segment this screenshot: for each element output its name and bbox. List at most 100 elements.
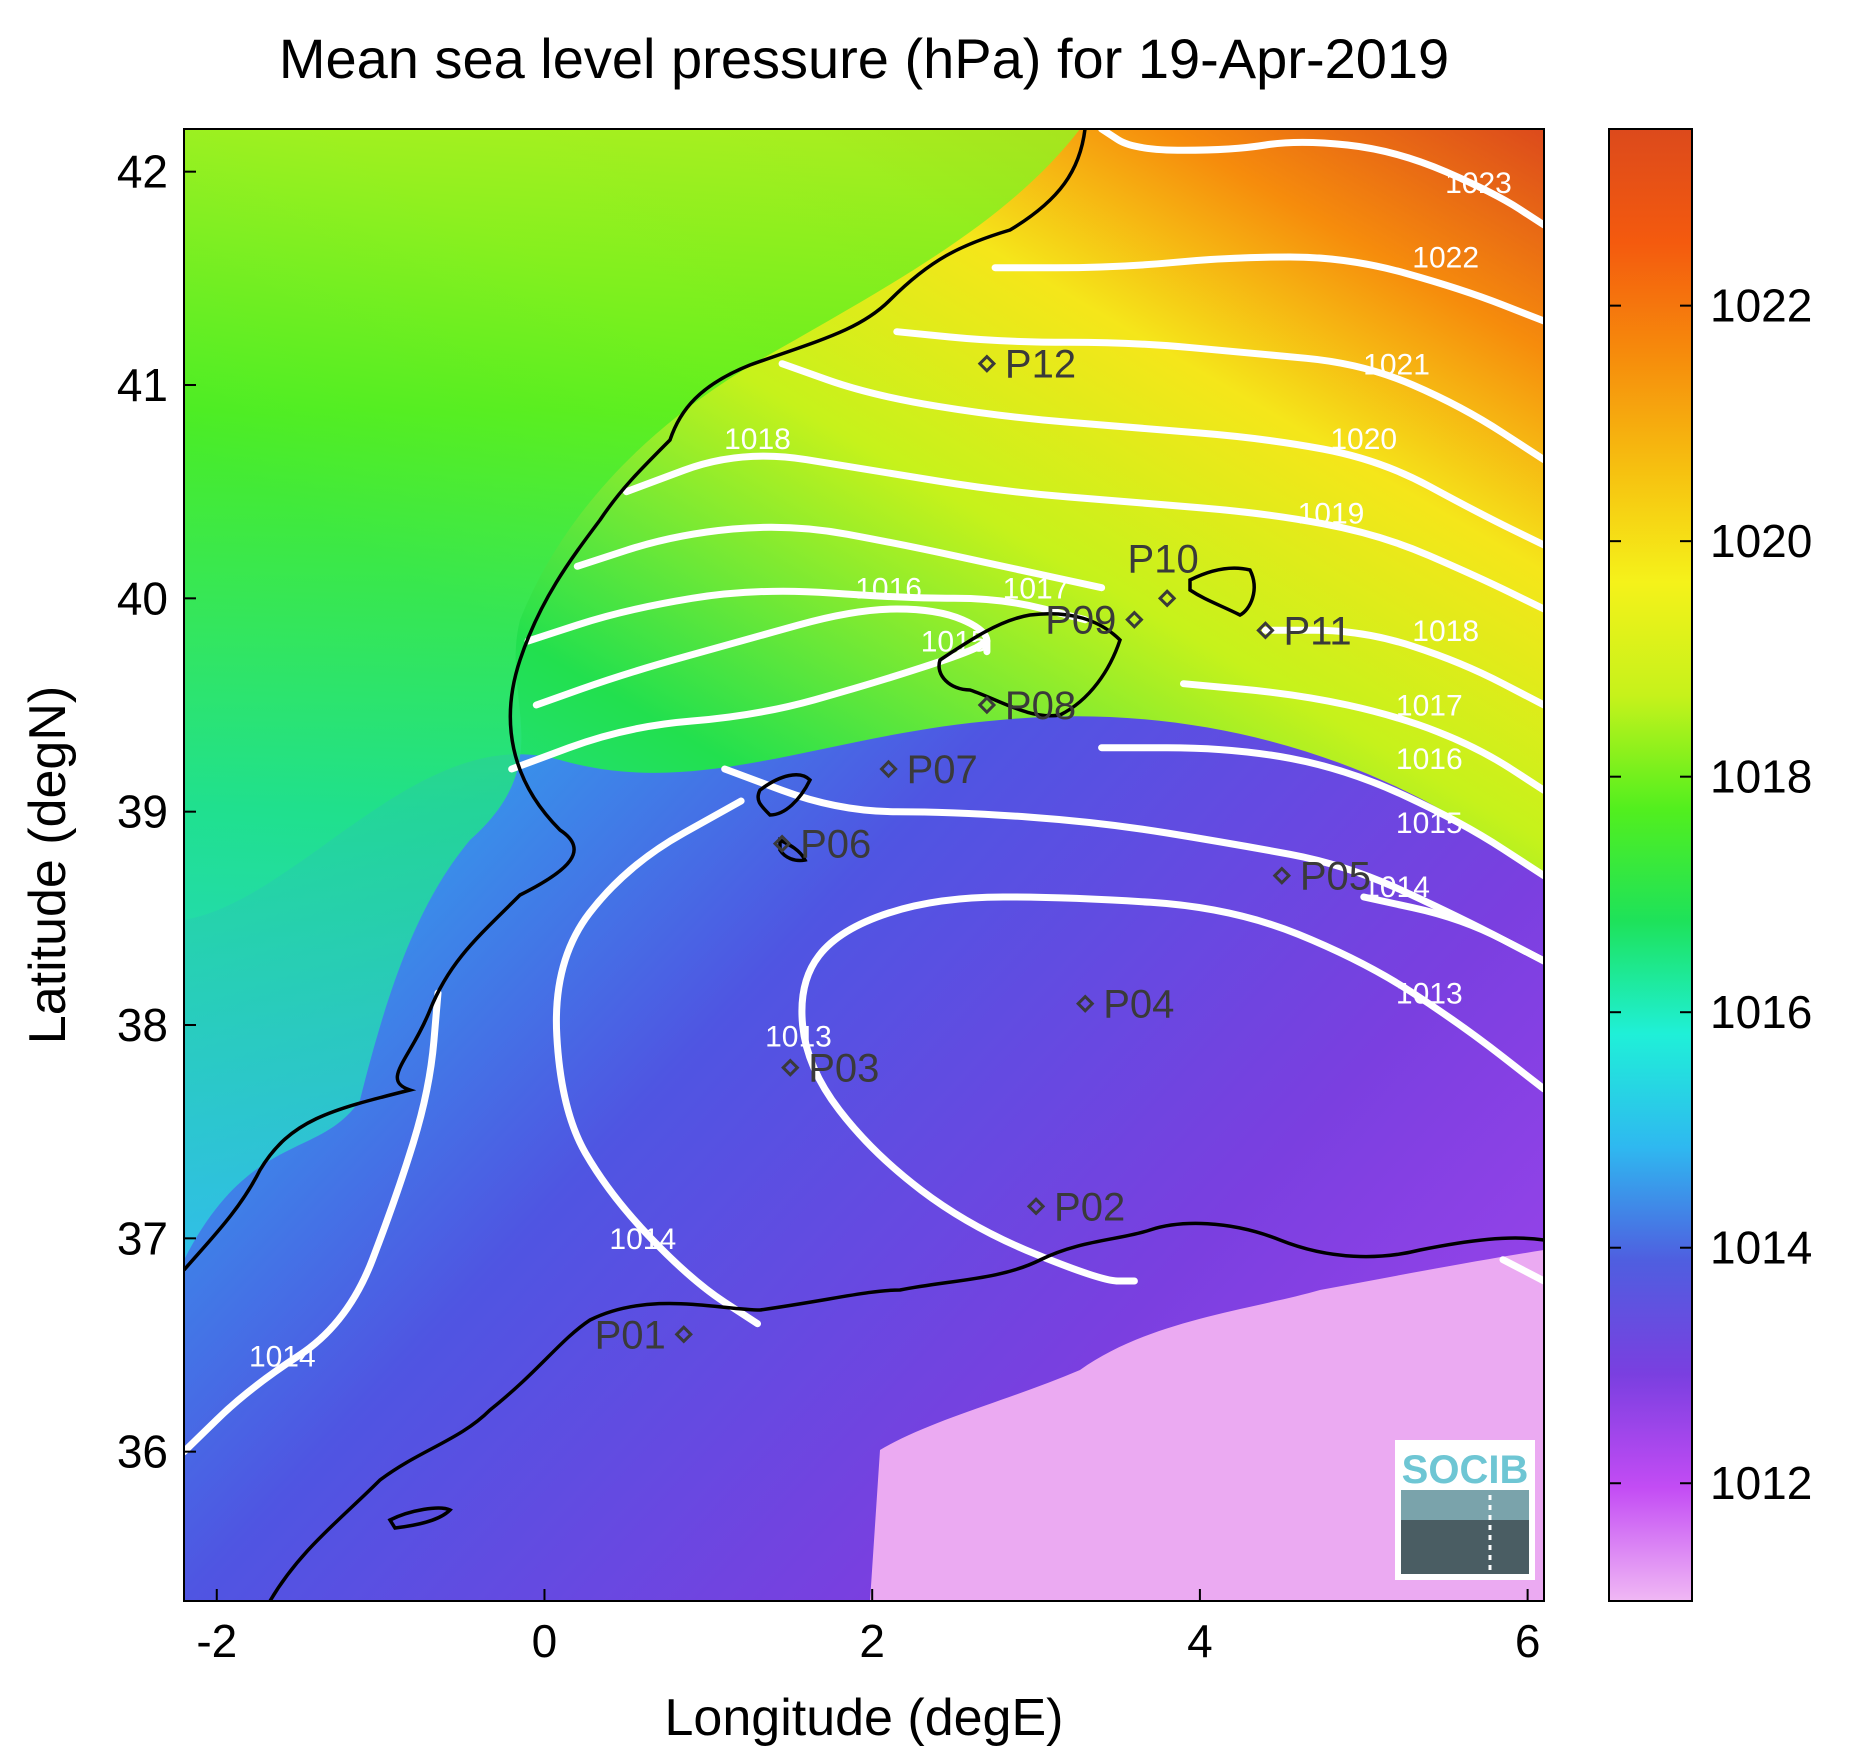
- alboran-island: [387, 1506, 453, 1530]
- isobar-1013: [1499, 1256, 1544, 1285]
- isobar-1018: [573, 523, 1106, 592]
- station-marker: [1256, 621, 1275, 640]
- isobar-label: 1019: [1298, 498, 1365, 531]
- x-axis-ticks: -2 0 2 4 6: [196, 1589, 1540, 1667]
- logo-text: SOCIB: [1402, 1448, 1529, 1492]
- african-coast: [268, 1221, 1544, 1601]
- y-axis-title: Latitude (degN): [19, 686, 77, 1044]
- station-marker: [781, 1058, 800, 1077]
- isobar-label: 1013: [765, 1020, 832, 1053]
- colorbar-ticks: 1012 1014 1016 1018 1020 1022: [1609, 280, 1812, 1509]
- station-label: P07: [907, 748, 978, 792]
- isobar-1015: [721, 765, 1544, 965]
- x-tick-label: 0: [532, 1615, 558, 1667]
- isobar-label: 1016: [1396, 743, 1463, 776]
- isobar-label: 1022: [1412, 242, 1479, 275]
- isobar-1023: [1098, 129, 1544, 229]
- colorbar-tick-label: 1020: [1710, 515, 1812, 567]
- isobar-label: 1013: [1396, 978, 1463, 1011]
- pressure-field-south-low: [870, 1250, 1544, 1601]
- station-label: P03: [808, 1047, 879, 1091]
- x-tick-label: 6: [1515, 1615, 1541, 1667]
- isobar-1021: [893, 328, 1544, 464]
- y-tick-label: 42: [117, 146, 168, 198]
- ibiza: [756, 773, 813, 817]
- menorca: [1188, 566, 1256, 617]
- station-label: P10: [1128, 537, 1199, 581]
- isobar-label: 1017: [1003, 572, 1070, 605]
- isobar-label: 1023: [1445, 167, 1512, 200]
- station-label: P08: [1005, 684, 1076, 728]
- isobar-1019: [622, 452, 1544, 613]
- colorbar-tick-label: 1018: [1710, 751, 1812, 803]
- x-tick-label: -2: [196, 1615, 237, 1667]
- x-tick-label: 4: [1187, 1615, 1213, 1667]
- isobar-label: 1016: [855, 572, 922, 605]
- coastline: [184, 129, 1544, 1601]
- y-tick-label: 39: [117, 786, 168, 838]
- isobar-1016: [1098, 744, 1544, 880]
- plot-area: 1023 1022 1021 1020 1019 1018 1018 1017 1017 1016…: [184, 129, 1544, 1601]
- isobar-label: 1020: [1330, 423, 1397, 456]
- isobar-label: 1017: [1396, 690, 1463, 723]
- isobar-1020: [778, 360, 1544, 549]
- station-marker: [1157, 589, 1177, 608]
- isobar-label: 1018: [724, 423, 791, 456]
- isobar-1014: [184, 989, 442, 1456]
- station-marker: [1272, 866, 1292, 885]
- isobar-1015: [508, 637, 991, 773]
- pressure-field-land-west: [184, 129, 1080, 1260]
- colorbar: 1012 1014 1016 1018 1020 1022: [1608, 128, 1812, 1602]
- y-axis-ticks: 36 37 38 39 40 41 42: [117, 146, 196, 1478]
- station-label: P01: [595, 1313, 666, 1357]
- colorbar-tick-label: 1012: [1710, 1457, 1812, 1509]
- isobar-1017: [524, 587, 1089, 645]
- station-marker: [772, 834, 792, 853]
- station-label: P04: [1103, 983, 1174, 1027]
- colorbar-tick-label: 1016: [1710, 986, 1812, 1038]
- y-tick-label: 38: [117, 999, 168, 1051]
- isobar-label: 1014: [609, 1223, 676, 1256]
- socib-logo: SOCIB: [1395, 1440, 1535, 1580]
- station-marker: [1026, 1197, 1046, 1216]
- colorbar-tick-label: 1014: [1710, 1222, 1812, 1274]
- isobar-1017: [1180, 680, 1544, 794]
- station-marker: [977, 354, 997, 373]
- isobar-label: 1018: [1412, 615, 1479, 648]
- isobar-1014: [1360, 893, 1544, 965]
- station-marker: [674, 1325, 693, 1344]
- station-marker: [977, 695, 997, 715]
- station-marker: [1076, 994, 1095, 1013]
- isobar-1016: [532, 605, 991, 709]
- isobar-label: 1021: [1363, 348, 1430, 381]
- y-tick-label: 41: [117, 359, 168, 411]
- chart-title: Mean sea level pressure (hPa) for 19-Apr…: [279, 27, 1449, 90]
- isobar-1013: [798, 893, 1544, 1285]
- y-tick-label: 37: [117, 1212, 168, 1264]
- station-label: P02: [1054, 1185, 1125, 1229]
- station-label: P11: [1283, 609, 1351, 653]
- colorbar-tick-label: 1022: [1710, 280, 1812, 332]
- plot-frame: [183, 128, 1545, 1602]
- isobar-label: 1015: [1396, 807, 1463, 840]
- isobar-1018: [1261, 626, 1544, 709]
- isobar-label: 1015: [921, 626, 988, 659]
- y-tick-label: 40: [117, 572, 168, 624]
- colorbar-bar: [1608, 128, 1693, 1602]
- isobar-label: 1014: [249, 1340, 316, 1373]
- x-tick-label: 2: [859, 1615, 885, 1667]
- station-marker: [1125, 610, 1144, 629]
- y-tick-label: 36: [117, 1426, 168, 1478]
- x-axis-title: Longitude (degE): [665, 1689, 1064, 1747]
- station-marker: [879, 759, 898, 779]
- station-label: P12: [1005, 343, 1076, 387]
- station-label: P06: [800, 823, 871, 867]
- station-points: P01 P02 P03 P04 P05 P06 P07 P08 P09 P10 P11 P12: [595, 343, 1371, 1358]
- isobar-1022: [991, 253, 1544, 325]
- isobar-layer: 1023 1022 1021 1020 1019 1018 1018 1017 1017 1016…: [184, 129, 1544, 1456]
- station-label: P09: [1045, 599, 1116, 643]
- iberian-coast: [184, 129, 1087, 1272]
- station-label: P05: [1300, 855, 1371, 899]
- isobar-1014: [552, 797, 761, 1328]
